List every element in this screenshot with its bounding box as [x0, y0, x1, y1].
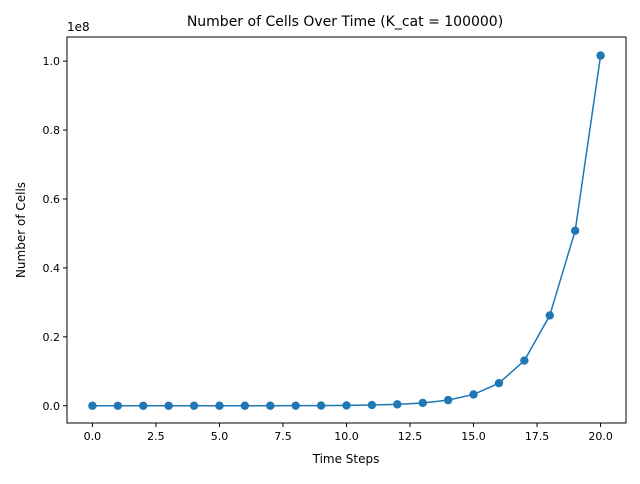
plot-frame — [66, 36, 627, 424]
data-point — [418, 398, 427, 408]
y-axis-label: Number of Cells — [14, 182, 28, 278]
y-tick-label: 0.4 — [43, 262, 61, 275]
y-axis-ticks: 0.0 0.2 0.4 0.6 0.8 1.0 — [43, 55, 67, 413]
x-tick-label: 17.5 — [525, 430, 550, 443]
y-tick-label: 0.6 — [43, 193, 61, 206]
x-tick-label: 12.5 — [398, 430, 423, 443]
data-point — [266, 401, 275, 410]
data-point — [139, 401, 148, 410]
data-point — [494, 378, 504, 388]
plot-series — [88, 51, 605, 410]
x-tick-label: 20.0 — [588, 430, 613, 443]
data-point — [367, 400, 377, 410]
data-point — [164, 401, 173, 410]
data-point — [240, 401, 250, 410]
data-point — [342, 401, 351, 410]
x-axis-label: Time Steps — [312, 452, 380, 466]
y-tick-label: 0.0 — [43, 400, 61, 413]
x-tick-label: 5.0 — [211, 430, 229, 443]
data-point — [88, 401, 97, 410]
data-point — [596, 51, 605, 60]
data-point — [393, 400, 402, 409]
data-point — [469, 390, 478, 399]
y-offset-label: 1e8 — [67, 20, 90, 34]
data-point — [443, 395, 453, 405]
x-tick-label: 10.0 — [334, 430, 359, 443]
x-axis-ticks: 0.0 2.5 5.0 7.5 10.0 12.5 15.0 17.5 20.0 — [84, 423, 613, 443]
data-point — [570, 226, 580, 235]
data-point — [189, 401, 199, 410]
y-tick-label: 0.8 — [43, 124, 61, 137]
y-tick-label: 0.2 — [43, 331, 61, 344]
data-point — [520, 356, 529, 365]
chart-title: Number of Cells Over Time (K_cat = 10000… — [187, 14, 503, 30]
x-tick-label: 15.0 — [461, 430, 486, 443]
data-point — [113, 401, 123, 410]
data-point — [316, 401, 326, 410]
x-tick-label: 7.5 — [274, 430, 292, 443]
data-point — [545, 311, 554, 320]
x-tick-label: 0.0 — [84, 430, 102, 443]
data-point — [215, 401, 224, 410]
y-tick-label: 1.0 — [43, 55, 61, 68]
data-point — [291, 401, 300, 410]
x-tick-label: 2.5 — [147, 430, 165, 443]
